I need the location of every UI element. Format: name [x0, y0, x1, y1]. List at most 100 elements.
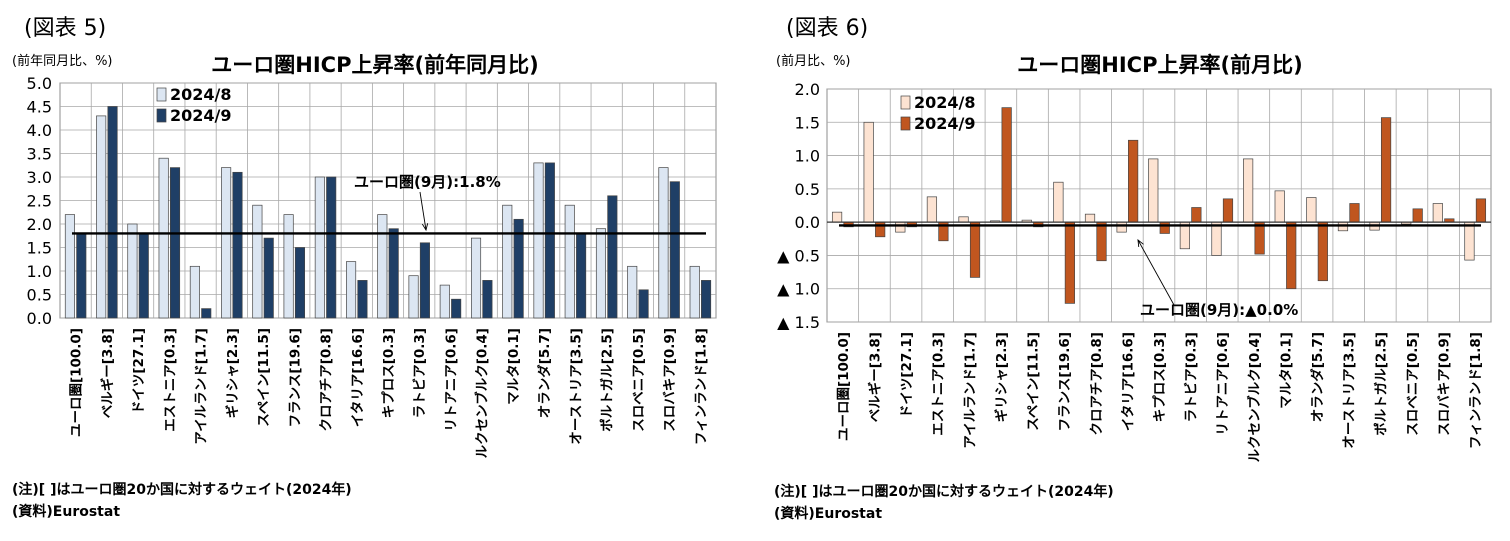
y-tick-label: 2.0	[27, 215, 52, 234]
bar-2024/9-オランダ[5.7]	[1317, 221, 1328, 282]
y-tick-label: 2.5	[27, 192, 52, 211]
x-category-label: スロバキア[0.9]	[1437, 332, 1453, 436]
y-tick-label: 2.0	[795, 80, 820, 99]
bar-2024/9-オーストリア[3.5]	[576, 233, 587, 319]
bar-2024/9-スペイン[11.5]	[263, 237, 274, 319]
legend-swatch-2024/9	[156, 108, 167, 123]
x-category-label: ベルギー[3.8]	[867, 332, 883, 422]
bar-2024/9-オーストリア[3.5]	[1349, 203, 1360, 223]
bar-2024/9-ラトビア[0.3]	[419, 242, 430, 319]
reference-arrow-head	[421, 223, 429, 232]
bar-2024/9-クロアチア[0.8]	[326, 176, 337, 319]
bar-2024/8-オランダ[5.7]	[533, 162, 544, 319]
bar-2024/9-ポルトガル[2.5]	[1380, 117, 1392, 223]
chart-title: ユーロ圏HICP上昇率(前年同月比)	[211, 53, 538, 77]
bar-2024/9-キプロス[0.3]	[388, 228, 399, 319]
x-category-label: スペイン[11.5]	[256, 328, 272, 427]
y-tick-label: 4.0	[27, 121, 52, 140]
reference-arrow	[419, 191, 427, 231]
x-category-label: ドイツ[27.1]	[131, 328, 147, 414]
bar-2024/8-ルクセンブルク[0.4]	[1243, 158, 1254, 223]
bar-2024/9-フィンランド[1.8]	[1475, 198, 1487, 223]
bar-2024/8-イタリア[16.6]	[346, 261, 357, 319]
bar-2024/8-オランダ[5.7]	[1306, 197, 1317, 223]
chart-note: (注)[ ]はユーロ圏20か国に対するウェイト(2024年)	[12, 481, 352, 498]
bar-2024/8-エストニア[0.3]	[926, 196, 938, 223]
x-category-label: オーストリア[3.5]	[568, 328, 584, 445]
bar-2024/9-リトアニア[0.6]	[1222, 198, 1234, 223]
bar-2024/9-ラトビア[0.3]	[1191, 207, 1202, 223]
bar-2024/8-クロアチア[0.8]	[314, 176, 325, 319]
bar-2024/9-ギリシャ[2.3]	[1001, 107, 1012, 223]
x-category-label: ギリシャ[2.3]	[225, 328, 241, 418]
bar-2024/8-リトアニア[0.6]	[439, 284, 450, 319]
figure-label: (図表 6)	[786, 16, 868, 41]
bar-2024/9-クロアチア[0.8]	[1096, 221, 1107, 262]
x-category-label: エストニア[0.3]	[931, 332, 947, 436]
x-category-label: リトアニア[0.6]	[1215, 332, 1231, 436]
x-category-label: ユーロ圏[100.0]	[836, 332, 852, 441]
bar-2024/8-フィンランド[1.8]	[689, 265, 700, 319]
legend-swatch-2024/8	[156, 87, 167, 102]
x-category-label: ポルトガル[2.5]	[1372, 332, 1389, 436]
legend-label: 2024/9	[914, 114, 976, 133]
x-category-label: ルクセンブルク[0.4]	[1246, 332, 1263, 462]
bar-2024/9-ベルギー[3.8]	[107, 106, 118, 319]
x-category-label: イタリア[16.6]	[350, 328, 366, 427]
bar-2024/8-ラトビア[0.3]	[408, 275, 419, 319]
bar-2024/9-アイルランド[1.7]	[969, 221, 981, 278]
bar-2024/8-ルクセンブルク[0.4]	[470, 237, 482, 319]
bar-2024/9-マルタ[0.1]	[513, 218, 524, 319]
chart-note: (資料)Eurostat	[774, 505, 882, 522]
legend-label: 2024/8	[170, 85, 232, 104]
bar-2024/8-イタリア[16.6]	[1116, 221, 1127, 233]
x-category-label: ラトビア[0.3]	[1184, 332, 1200, 422]
x-category-label: スロベニア[0.5]	[631, 328, 647, 432]
bar-2024/8-アイルランド[1.7]	[189, 265, 200, 319]
figure-label: (図表 5)	[24, 16, 106, 41]
bar-2024/8-リトアニア[0.6]	[1211, 221, 1222, 256]
bar-2024/8-アイルランド[1.7]	[958, 216, 969, 223]
x-category-label: ラトビア[0.3]	[412, 328, 428, 418]
bar-2024/9-スロバキア[0.9]	[669, 181, 680, 319]
bar-2024/8-スロバキア[0.9]	[1432, 203, 1443, 223]
y-tick-label: ▲ 1.0	[777, 280, 820, 299]
chart-note: (注)[ ]はユーロ圏20か国に対するウェイト(2024年)	[774, 483, 1114, 500]
bar-2024/8-フランス[19.6]	[1053, 181, 1064, 223]
bar-2024/8-ポルトガル[2.5]	[595, 228, 607, 319]
x-category-label: フィンランド[1.8]	[1468, 332, 1484, 449]
bar-2024/9-フィンランド[1.8]	[701, 280, 712, 319]
bar-2024/9-リトアニア[0.6]	[451, 298, 462, 319]
bar-2024/8-フィンランド[1.8]	[1464, 221, 1475, 261]
x-category-label: フランス[19.6]	[287, 328, 303, 427]
bar-2024/8-マルタ[0.1]	[502, 204, 513, 319]
x-category-label: スロベニア[0.5]	[1405, 332, 1421, 436]
bar-2024/9-ドイツ[27.1]	[138, 233, 149, 319]
legend-label: 2024/8	[914, 93, 976, 112]
bar-2024/8-クロアチア[0.8]	[1084, 213, 1096, 223]
bar-2024/8-マルタ[0.1]	[1274, 190, 1285, 223]
bar-2024/8-キプロス[0.3]	[1148, 158, 1159, 223]
bar-2024/8-ドイツ[27.1]	[895, 221, 906, 233]
y-tick-label: 3.0	[27, 168, 52, 187]
x-category-label: エストニア[0.3]	[162, 328, 178, 432]
x-category-label: スロバキア[0.9]	[662, 328, 678, 432]
x-category-label: イタリア[16.6]	[1120, 332, 1136, 431]
chart-title: ユーロ圏HICP上昇率(前月比)	[1017, 53, 1302, 77]
bar-2024/9-スロベニア[0.5]	[1412, 208, 1423, 223]
x-category-label: アイルランド[1.7]	[194, 328, 210, 445]
x-category-label: ドイツ[27.1]	[899, 332, 915, 418]
x-category-label: ベルギー[3.8]	[100, 328, 116, 418]
x-category-label: マルタ[0.1]	[1278, 332, 1294, 409]
bar-2024/9-エストニア[0.3]	[169, 167, 181, 319]
legend-label: 2024/9	[170, 106, 232, 125]
x-category-label: マルタ[0.1]	[506, 328, 522, 405]
bar-2024/9-アイルランド[1.7]	[201, 308, 212, 319]
y-tick-label: 1.0	[27, 262, 52, 281]
x-category-label: リトアニア[0.6]	[443, 328, 459, 432]
reference-line-label: ユーロ圏(9月):1.8%	[354, 173, 501, 191]
bar-2024/8-キプロス[0.3]	[377, 214, 388, 319]
bar-2024/8-スロバキア[0.9]	[658, 167, 669, 319]
y-tick-label: 1.5	[27, 239, 52, 258]
bar-2024/8-ユーロ圏[100.0]	[831, 211, 843, 223]
